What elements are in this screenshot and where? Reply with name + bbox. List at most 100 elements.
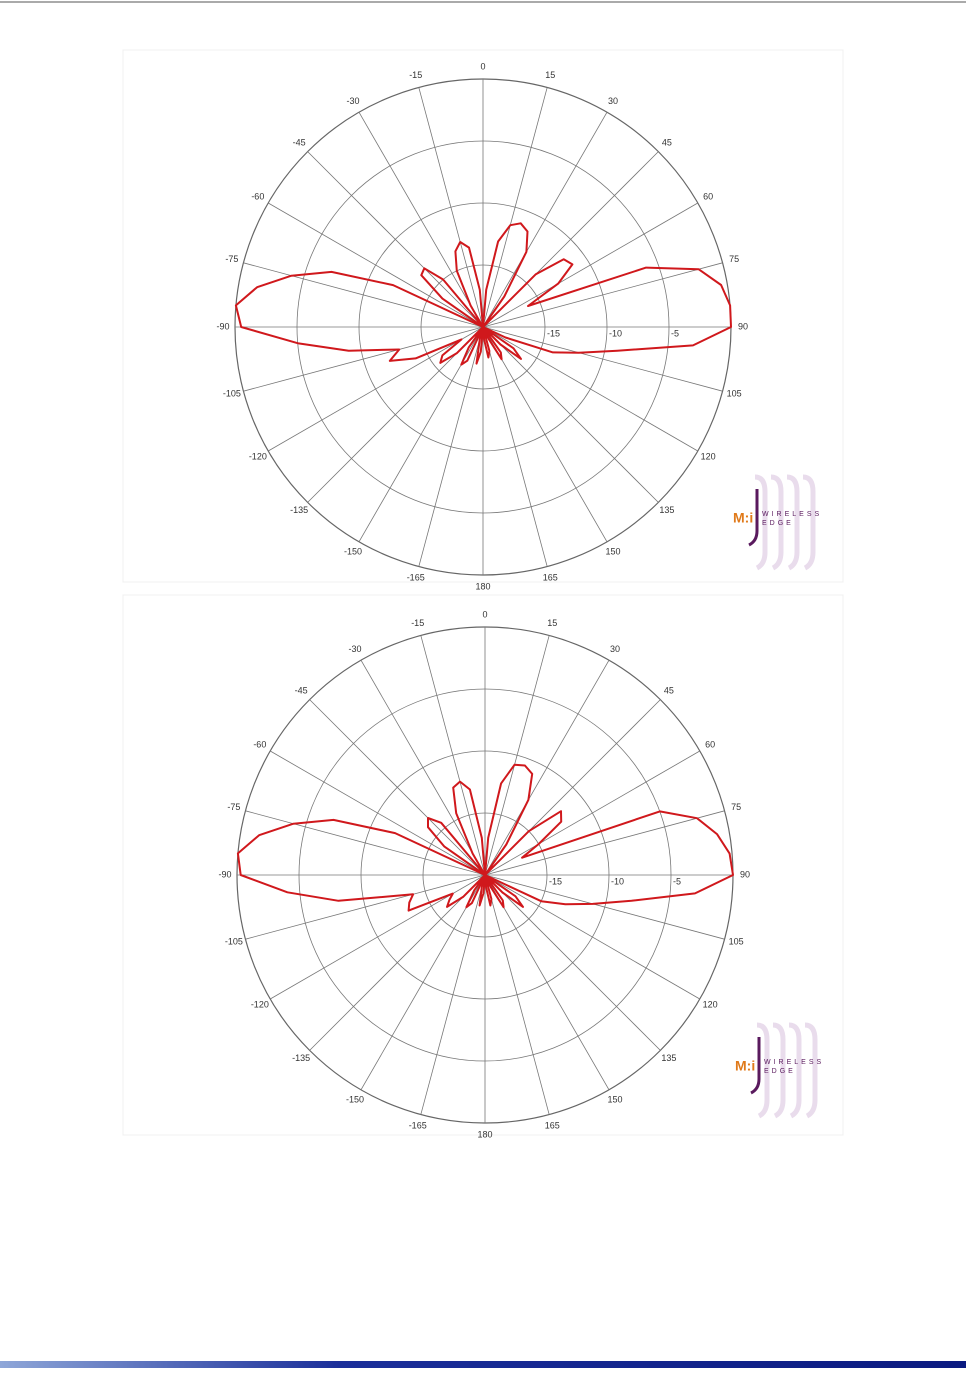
spoke: [484, 750, 700, 876]
theta-tick-label: 0: [482, 609, 487, 619]
r-tick-label: -15: [549, 876, 562, 886]
theta-tick-label: -120: [251, 999, 269, 1009]
theta-tick-label: -45: [293, 138, 306, 148]
polar-chart: -15 -10 -5 0 15 30 45 60 75 90 105 120 135 150 165 180 -…: [122, 594, 844, 1139]
spoke: [482, 326, 608, 542]
polar-chart: -15 -10 -5 0 15 30 45 60 75 90 105 120 135 150 165 180 -…: [122, 49, 844, 591]
spoke: [482, 202, 698, 328]
spoke: [484, 874, 550, 1115]
spoke: [482, 326, 548, 567]
theta-tick-label: -30: [346, 96, 359, 106]
spoke: [420, 635, 486, 876]
theta-tick-label: 75: [731, 802, 741, 812]
footer-bar: [0, 1361, 966, 1368]
theta-tick-label: 180: [475, 581, 490, 591]
theta-tick-label: -60: [253, 739, 266, 749]
theta-tick-label: -165: [407, 573, 425, 583]
logo-arc: [788, 1022, 802, 1119]
r-tick-label: -10: [611, 876, 624, 886]
spoke: [243, 262, 484, 328]
theta-tick-label: 75: [729, 254, 739, 264]
theta-tick-label: -165: [409, 1121, 427, 1131]
theta-tick-label: 60: [705, 739, 715, 749]
spoke: [270, 750, 486, 876]
logo-arc: [772, 1022, 786, 1119]
logo-word: WIRELESS: [764, 1059, 824, 1066]
pattern-line: [236, 763, 734, 912]
logo-bar: [750, 1037, 761, 1095]
theta-tick-label: 0: [480, 61, 485, 71]
theta-tick-label: 135: [659, 505, 674, 515]
theta-tick-label: 120: [701, 451, 716, 461]
r-tick-label: -5: [673, 876, 681, 886]
theta-tick-label: -105: [225, 937, 243, 947]
theta-tick-label: -15: [409, 70, 422, 80]
spoke: [482, 87, 548, 328]
theta-tick-label: -135: [292, 1053, 310, 1063]
spoke: [484, 874, 725, 940]
theta-tick-label: -30: [348, 644, 361, 654]
spoke: [358, 112, 484, 328]
logo-mark: M:i: [733, 510, 753, 526]
logo-arc: [756, 1022, 770, 1119]
logo-arc: [770, 474, 784, 571]
spoke: [482, 112, 608, 328]
spoke: [309, 699, 486, 876]
theta-tick-label: -105: [223, 389, 241, 399]
chart-panel: [122, 594, 844, 1136]
spoke: [484, 810, 725, 876]
spoke: [268, 202, 484, 328]
theta-tick-label: 105: [727, 389, 742, 399]
spoke: [420, 874, 486, 1115]
logo-bar: [748, 489, 759, 547]
spoke: [360, 660, 486, 876]
theta-tick-label: -135: [290, 505, 308, 515]
spoke: [484, 635, 550, 876]
theta-tick-label: -120: [249, 451, 267, 461]
theta-tick-label: 15: [545, 70, 555, 80]
spoke: [482, 326, 698, 452]
spoke: [418, 326, 484, 567]
theta-tick-label: 165: [543, 573, 558, 583]
theta-tick-label: 150: [605, 547, 620, 557]
theta-tick-label: -15: [411, 618, 424, 628]
spoke: [245, 810, 486, 876]
logo-word: EDGE: [764, 1068, 796, 1075]
theta-tick-label: 105: [729, 937, 744, 947]
spoke: [482, 326, 723, 392]
theta-tick-label: 135: [661, 1053, 676, 1063]
theta-tick-label: -150: [346, 1095, 364, 1105]
pattern-line: [234, 222, 732, 366]
theta-tick-label: 90: [740, 869, 750, 879]
logo-mark: M:i: [735, 1058, 755, 1074]
theta-tick-label: 60: [703, 191, 713, 201]
theta-tick-label: 150: [607, 1095, 622, 1105]
spoke: [418, 87, 484, 328]
r-tick-label: -10: [609, 328, 622, 338]
spoke: [309, 874, 486, 1051]
theta-tick-label: -45: [295, 686, 308, 696]
theta-tick-label: -90: [216, 321, 229, 331]
logo-word: EDGE: [762, 520, 794, 527]
theta-tick-label: -150: [344, 547, 362, 557]
spoke: [360, 874, 486, 1090]
spoke: [243, 326, 484, 392]
logo-word: WIRELESS: [762, 511, 822, 518]
spoke: [482, 326, 659, 503]
theta-tick-label: 120: [703, 999, 718, 1009]
spoke: [484, 874, 700, 1000]
spoke: [484, 874, 661, 1051]
theta-tick-label: 165: [545, 1121, 560, 1131]
spoke: [245, 874, 486, 940]
r-tick-label: -15: [547, 328, 560, 338]
theta-tick-label: -60: [251, 191, 264, 201]
logo-arc: [802, 474, 816, 571]
theta-tick-label: 15: [547, 618, 557, 628]
logo-arc: [786, 474, 800, 571]
theta-tick-label: 45: [662, 138, 672, 148]
r-tick-label: -5: [671, 328, 679, 338]
logo-arc: [804, 1022, 818, 1119]
spoke: [307, 326, 484, 503]
theta-tick-label: 30: [610, 644, 620, 654]
